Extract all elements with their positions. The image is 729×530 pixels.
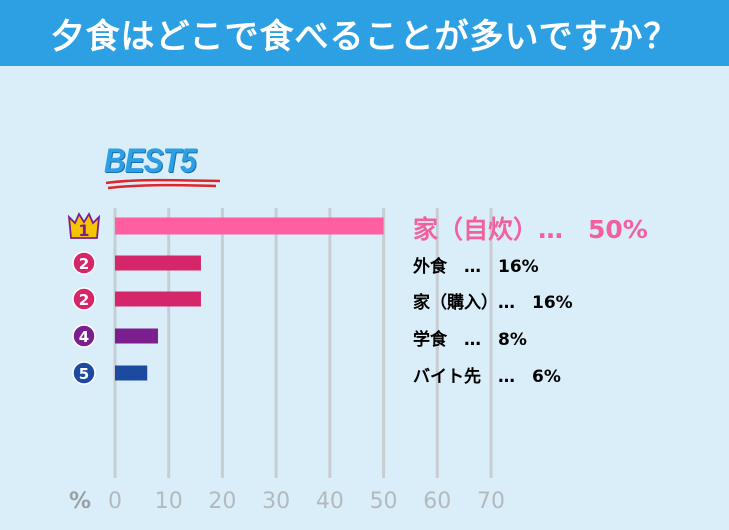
bar-label: 学食 … 8% [413,330,527,350]
rank-circle [72,324,96,348]
crown-icon [67,212,101,239]
x-tick-label: 50 [370,489,398,514]
bar-label: 家（購入）… 16% [413,293,573,313]
rank-number: 5 [79,365,89,383]
rank-circle [72,251,96,275]
bar [115,328,158,344]
x-tick-label: 10 [155,489,183,514]
rank-circle [72,361,96,385]
bar [115,255,201,271]
rank-number: 2 [79,291,89,309]
best5-badge: BEST5 [104,142,224,192]
x-tick-label: 20 [208,489,236,514]
rank-number: 2 [79,255,89,273]
best5-underline [105,178,221,190]
bar-label: 家（自炊）… 50% [413,215,648,244]
x-axis-unit: % [69,489,91,514]
page-title: 夕食はどこで食べることが多いですか？ [50,16,679,57]
title-bar: 夕食はどこで食べることが多いですか？ [0,0,729,66]
bar [115,291,201,307]
rank-number: 4 [79,328,89,346]
x-tick-label: 30 [262,489,290,514]
x-tick-label: 60 [423,489,451,514]
bar [115,217,384,235]
bar-label: 外食 … 16% [413,257,539,277]
rank-number: 1 [78,221,89,240]
rank-circle [72,287,96,311]
x-tick-label: 70 [477,489,505,514]
x-tick-label: 40 [316,489,344,514]
bar-label: バイト先 … 6% [413,367,561,387]
best5-text: BEST5 [104,142,197,180]
x-tick-label: 0 [108,489,122,514]
bar [115,365,148,381]
